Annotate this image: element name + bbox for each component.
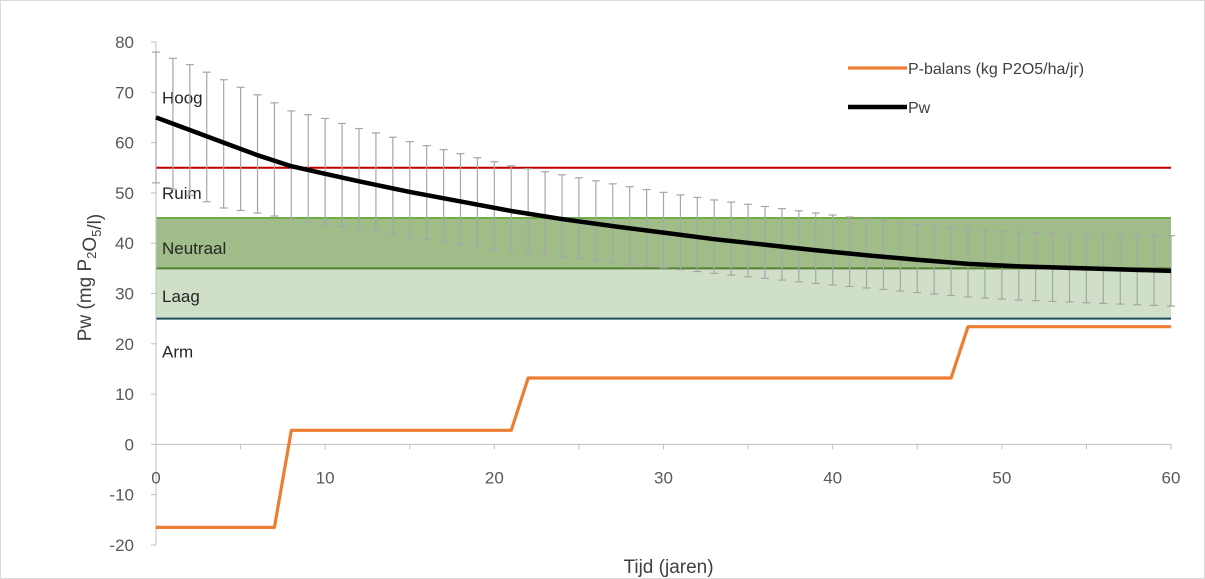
- x-tick-label: 30: [654, 468, 673, 487]
- zone-label-arm: Arm: [162, 342, 193, 361]
- x-tick-label: 20: [485, 468, 504, 487]
- y-tick-label: 50: [115, 184, 134, 203]
- y-axis-title-subscript: 2: [84, 252, 99, 259]
- y-axis-title-part: Pw (mg P: [75, 259, 96, 341]
- y-axis-title: Pw (mg P2O5/l): [75, 214, 106, 341]
- y-tick-label: 40: [115, 234, 134, 253]
- y-tick-label: 0: [125, 435, 134, 454]
- zone-label-hoog: Hoog: [162, 88, 203, 107]
- y-tick-label: 20: [115, 335, 134, 354]
- legend-label-1: Pw: [908, 100, 931, 117]
- x-tick-label: 50: [992, 468, 1011, 487]
- y-tick-label: 10: [115, 385, 134, 404]
- x-tick-label: 60: [1162, 468, 1181, 487]
- x-tick-label: 10: [316, 468, 335, 487]
- x-tick-label: 40: [823, 468, 842, 487]
- y-tick-label: -10: [109, 486, 134, 505]
- y-axis-title-part: O: [80, 237, 101, 252]
- y-tick-label: 30: [115, 285, 134, 304]
- zone-label-ruim: Ruim: [162, 184, 202, 203]
- y-tick-label: 70: [115, 83, 134, 102]
- y-tick-label: 60: [115, 134, 134, 153]
- zone-label-neutraal: Neutraal: [162, 239, 226, 258]
- x-tick-label: 0: [151, 468, 160, 487]
- y-axis-title-part: /l): [85, 214, 106, 230]
- y-axis-title-subscript: 5: [89, 230, 104, 237]
- legend-label-0: P-balans (kg P2O5/ha/jr): [908, 61, 1084, 78]
- y-tick-label: 80: [115, 33, 134, 52]
- zone-label-laag: Laag: [162, 287, 200, 306]
- x-axis-title: Tijd (jaren): [623, 557, 713, 578]
- p-balans-line: [156, 327, 1171, 528]
- y-tick-label: -20: [109, 536, 134, 555]
